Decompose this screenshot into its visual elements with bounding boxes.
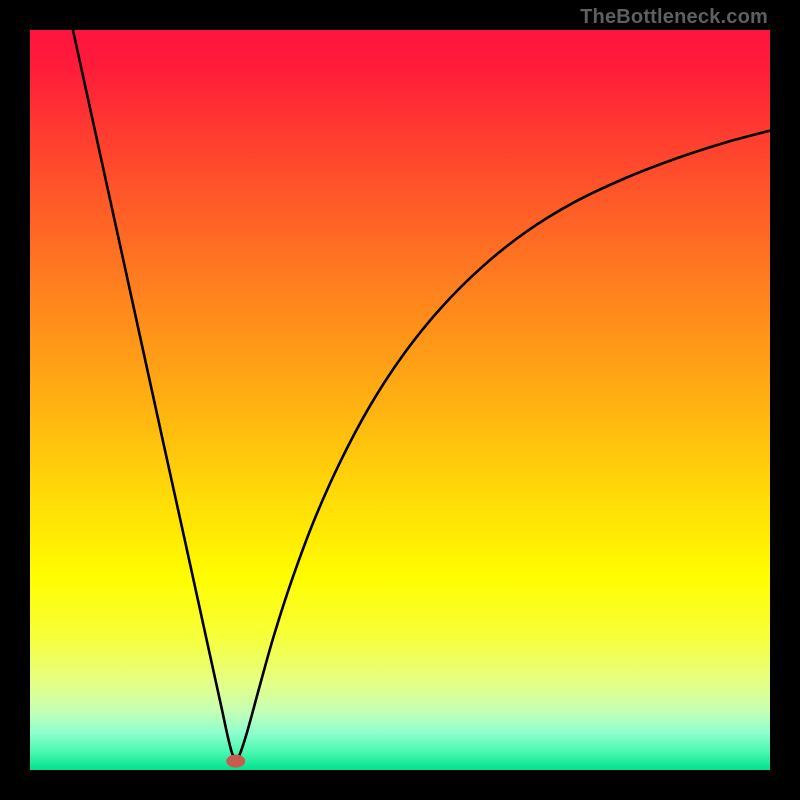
plot-area bbox=[30, 30, 770, 770]
watermark-text: TheBottleneck.com bbox=[580, 6, 768, 29]
minimum-marker bbox=[227, 755, 245, 767]
bottleneck-curve bbox=[30, 30, 770, 770]
chart-frame: TheBottleneck.com bbox=[0, 0, 800, 800]
